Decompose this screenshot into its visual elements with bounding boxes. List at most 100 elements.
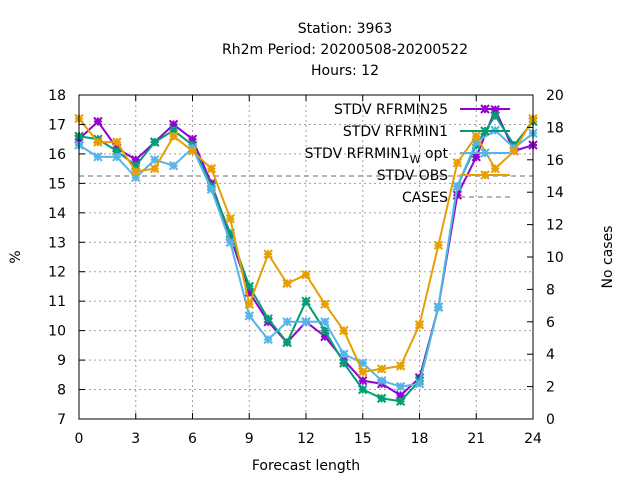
y-axis-label: % [8,250,24,263]
series-1-point [339,358,349,368]
y-tick-label: 11 [48,294,66,310]
y2-tick-label: 4 [546,347,555,363]
series-3-point [509,146,519,156]
series-0-point [471,152,481,162]
series-3-point [149,163,160,174]
series-1-point [282,337,292,348]
y-tick-label: 13 [48,235,66,251]
x-tick-label: 6 [188,431,197,447]
x-tick-label: 24 [524,431,542,447]
series-2-point [168,160,179,171]
series-3-point [320,299,330,309]
legend-label-3: STDV OBS [377,168,448,184]
y2-tick-label: 20 [546,88,564,104]
y-tick-label: 12 [48,265,66,281]
y-tick-label: 16 [48,147,66,163]
series-3-point [131,166,141,177]
x-tick-label: 15 [354,431,372,447]
legend-marker-2 [480,148,490,158]
series-3-point [452,158,463,168]
x-axis-label: Forecast length [252,458,360,474]
series-3-point [187,146,198,156]
legend-label-1: STDV RFRMIN1 [343,124,448,140]
legend-label-0: STDV RFRMIN25 [334,102,448,118]
y-tick-label: 18 [48,88,66,104]
y2-tick-label: 6 [546,315,555,331]
series-3-point [93,137,103,147]
series-2-point [376,376,387,386]
y-tick-label: 9 [57,353,66,369]
series-1-point [358,384,368,395]
title-line-0: Station: 3963 [298,21,393,37]
y-tick-label: 10 [48,324,66,340]
series-2-point [112,152,122,162]
series-3-point [376,364,387,374]
legend: STDV RFRMIN25 STDV RFRMIN1 STDV RFRMIN1W o… [305,102,510,206]
series-3-point [206,163,217,174]
y2-tick-label: 16 [546,153,564,169]
series-3-point [225,214,236,224]
y2-tick-label: 14 [546,185,564,201]
y2-tick-label: 0 [546,412,555,428]
x-tick-label: 18 [411,431,429,447]
y-tick-label: 15 [48,176,66,192]
series-2-point [263,334,273,345]
series-2-point [433,302,444,312]
series-2-point [414,378,425,389]
series-1-point [301,296,311,306]
y2-axis-label: No cases [600,226,616,289]
x-tick-label: 12 [297,431,315,447]
series-2 [74,125,538,392]
y-tick-label: 17 [48,117,66,133]
series-3-point [112,137,122,147]
y2-tick-label: 18 [546,120,564,136]
chart-title: Station: 3963 Rh2m Period: 20200508-20200… [222,21,468,79]
legend-marker-3 [480,170,490,180]
series-3-point [358,367,368,377]
series-2-point [339,349,349,359]
series-3-point [395,361,406,371]
series-3-point [490,163,500,174]
y-tick-label: 14 [48,206,66,222]
series-2-point [93,152,103,162]
x-tick-label: 9 [245,431,254,447]
series-0-point [93,116,103,127]
series-2-point [244,311,254,321]
title-line-2: Hours: 12 [311,63,379,79]
series-line-2 [78,129,534,388]
x-tick-label: 21 [467,431,485,447]
legend-label-2: STDV RFRMIN1W opt [305,146,449,166]
x-tick-label: 3 [131,431,140,447]
legend-marker-1 [480,126,490,136]
y2-tick-label: 2 [546,380,555,396]
grid [79,95,533,419]
series-2-point [320,317,330,327]
series-1-point [376,393,387,404]
series-2-point [282,317,292,327]
legend-label-4: CASES [402,190,448,206]
series-1-point [263,314,273,324]
series-2-point [395,381,406,392]
series-2-point [301,317,311,327]
series-3-point [433,240,444,250]
series-1-point [490,110,500,121]
series-0-point [358,376,368,386]
series-3-point [244,299,254,309]
series-3-point [339,325,349,336]
y2-tick-label: 8 [546,282,555,298]
series-2-point [206,184,217,194]
title-line-1: Rh2m Period: 20200508-20200522 [222,42,468,58]
series-1-point [149,137,160,147]
y2-tick-label: 10 [546,250,564,266]
series-2-point [452,181,463,192]
series-3-point [414,320,425,330]
y-tick-label: 7 [57,412,66,428]
y-tick-label: 8 [57,383,66,399]
x-tick-label: 0 [75,431,84,447]
series-3-point [263,249,273,259]
legend-marker-0 [480,104,490,114]
series-3-point [301,269,311,280]
series-3-point [168,131,179,141]
